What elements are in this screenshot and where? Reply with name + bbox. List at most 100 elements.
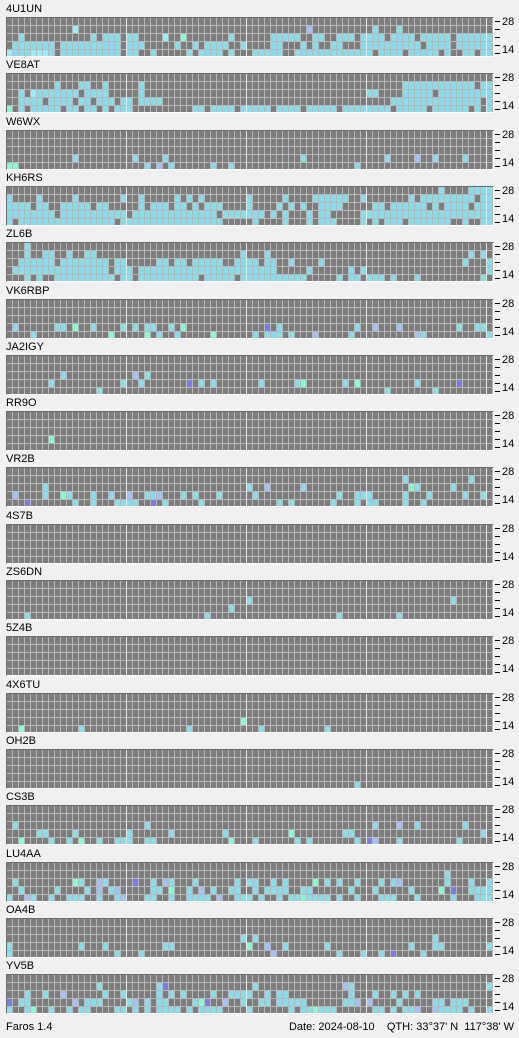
- signal-cell: [307, 476, 312, 484]
- signal-cell: [7, 556, 12, 563]
- signal-cell: [247, 259, 252, 267]
- signal-cell: [139, 186, 144, 194]
- signal-cell: [13, 371, 18, 379]
- signal-cell: [433, 637, 438, 645]
- signal-cell: [139, 532, 144, 540]
- signal-cell: [13, 130, 18, 138]
- signal-cell: [475, 194, 480, 202]
- signal-cell: [361, 90, 366, 98]
- signal-cell: [487, 34, 492, 41]
- signal-cell: [235, 645, 240, 653]
- signal-cell: [271, 387, 276, 394]
- signal-cell: [235, 484, 240, 492]
- signal-cell: [109, 661, 114, 669]
- signal-cell: [91, 299, 96, 307]
- signal-cell: [295, 130, 300, 138]
- signal-cell: [379, 210, 384, 218]
- signal-cell: [343, 363, 348, 371]
- propagation-cells: [7, 299, 492, 338]
- signal-cell: [409, 500, 414, 507]
- signal-cell: [7, 476, 12, 484]
- signal-cell: [313, 90, 318, 98]
- signal-cell: [151, 661, 156, 669]
- signal-cell: [271, 259, 276, 267]
- signal-cell: [439, 436, 444, 444]
- frequency-scale: 28 14: [494, 411, 519, 451]
- signal-cell: [343, 26, 348, 33]
- signal-cell: [385, 444, 390, 451]
- signal-cell: [211, 243, 216, 251]
- signal-cell: [109, 130, 114, 138]
- signal-cell: [289, 589, 294, 596]
- signal-cell: [361, 34, 366, 41]
- signal-cell: [445, 492, 450, 500]
- signal-cell: [7, 90, 12, 98]
- signal-cell: [367, 484, 372, 492]
- signal-cell: [427, 186, 432, 194]
- signal-cell: [61, 74, 66, 82]
- signal-cell: [133, 186, 138, 194]
- signal-cell: [193, 307, 198, 315]
- signal-cell: [247, 444, 252, 451]
- signal-cell: [307, 243, 312, 251]
- signal-cell: [379, 299, 384, 307]
- signal-cell: [301, 444, 306, 451]
- signal-cell: [79, 18, 84, 25]
- signal-cell: [175, 186, 180, 194]
- signal-cell: [277, 412, 282, 420]
- signal-cell: [85, 613, 90, 619]
- signal-cell: [19, 379, 24, 387]
- signal-cell: [205, 355, 210, 363]
- signal-cell: [457, 331, 462, 338]
- signal-cell: [415, 524, 420, 532]
- signal-cell: [415, 540, 420, 548]
- signal-cell: [73, 484, 78, 492]
- signal-cell: [439, 605, 444, 612]
- signal-cell: [421, 138, 426, 146]
- signal-cell: [247, 548, 252, 556]
- signal-cell: [487, 468, 492, 476]
- signal-cell: [181, 275, 186, 282]
- signal-cell: [301, 130, 306, 138]
- signal-cell: [181, 363, 186, 371]
- signal-cell: [37, 653, 42, 661]
- signal-cell: [157, 82, 162, 90]
- signal-cell: [91, 589, 96, 596]
- signal-cell: [79, 436, 84, 444]
- signal-cell: [313, 581, 318, 588]
- signal-cell: [31, 556, 36, 563]
- signal-cell: [49, 299, 54, 307]
- signal-cell: [379, 50, 384, 56]
- signal-cell: [211, 412, 216, 420]
- signal-cell: [163, 146, 168, 154]
- signal-cell: [451, 645, 456, 653]
- signal-cell: [115, 524, 120, 532]
- signal-cell: [427, 363, 432, 371]
- signal-cell: [391, 605, 396, 612]
- signal-cell: [121, 90, 126, 98]
- signal-cell: [73, 323, 78, 331]
- signal-cell: [271, 613, 276, 619]
- signal-cell: [73, 82, 78, 90]
- signal-cell: [151, 492, 156, 500]
- signal-cell: [397, 436, 402, 444]
- signal-cell: [331, 154, 336, 162]
- signal-cell: [31, 581, 36, 588]
- signal-cell: [397, 420, 402, 428]
- signal-cell: [409, 34, 414, 41]
- signal-cell: [217, 74, 222, 82]
- signal-cell: [79, 428, 84, 436]
- signal-cell: [127, 26, 132, 33]
- signal-cell: [271, 548, 276, 556]
- signal-cell: [79, 42, 84, 49]
- signal-cell: [181, 492, 186, 500]
- signal-cell: [253, 412, 258, 420]
- signal-cell: [157, 597, 162, 604]
- signal-cell: [433, 444, 438, 451]
- signal-cell: [37, 605, 42, 612]
- signal-cell: [97, 387, 102, 394]
- signal-cell: [211, 82, 216, 90]
- frequency-scale: 28 14: [494, 354, 519, 395]
- signal-cell: [295, 436, 300, 444]
- signal-cell: [55, 74, 60, 82]
